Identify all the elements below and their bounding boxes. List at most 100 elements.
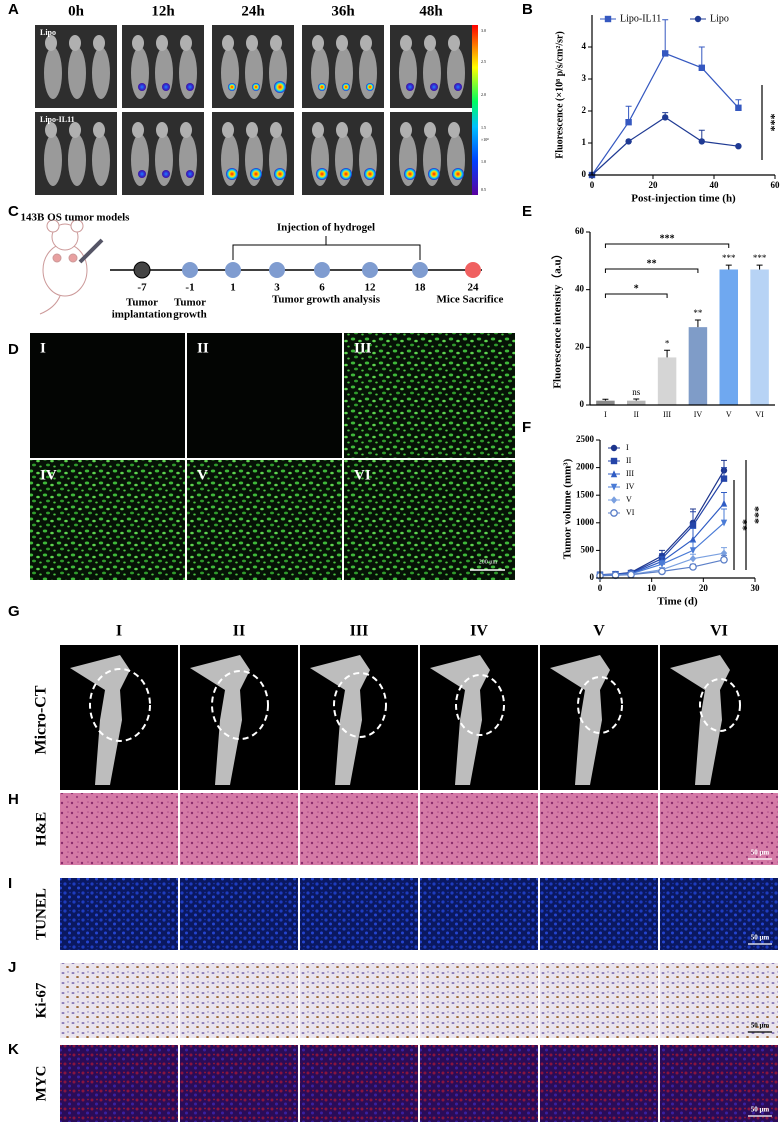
signal <box>342 83 350 91</box>
group-label: II <box>197 340 209 356</box>
colorbar-tick: 2.0 <box>481 92 486 97</box>
x-tick-label: II <box>634 410 640 419</box>
mouse <box>155 134 173 186</box>
marker <box>610 496 618 504</box>
day-label: 6 <box>319 282 325 294</box>
stain-image <box>540 878 658 950</box>
mouse <box>131 47 149 99</box>
timepoint-dot <box>225 262 241 278</box>
y-axis-label: Fluorescence intensity（a.u） <box>551 248 564 388</box>
panel-label: I <box>8 875 12 892</box>
mouse-head <box>180 122 192 138</box>
stain-image <box>300 1045 418 1122</box>
tumor-outline <box>89 668 151 742</box>
signal <box>318 83 326 91</box>
significance-label: *** <box>764 114 778 132</box>
group-label: VI <box>354 467 371 483</box>
mouse <box>155 47 173 99</box>
mouse-head <box>360 35 372 51</box>
mouse <box>245 47 263 99</box>
panel-label: C <box>8 203 19 220</box>
significance-label: *** <box>748 506 762 524</box>
event-label: Tumor <box>174 297 206 309</box>
row-label: Lipo <box>40 28 56 37</box>
mouse-head <box>69 122 81 138</box>
mouse-illustration <box>39 219 104 315</box>
marker <box>720 475 728 482</box>
stain-image <box>180 878 298 950</box>
scale-bar-label: 50 μm <box>751 1022 770 1030</box>
x-tick-label: 10 <box>647 583 657 593</box>
y-tick-label: 0 <box>580 399 585 409</box>
mouse-head <box>156 35 168 51</box>
error-bar <box>602 398 609 401</box>
group-label: IV <box>40 467 57 483</box>
marker <box>720 519 728 527</box>
marker <box>662 114 669 121</box>
stain-image <box>540 1045 658 1122</box>
stain-image <box>300 963 418 1038</box>
timepoint: 12h <box>151 3 175 19</box>
tumor-outline <box>211 670 269 740</box>
panel-label: H <box>8 791 19 808</box>
bar <box>750 269 769 405</box>
mouse-head <box>336 122 348 138</box>
x-tick-label: 20 <box>699 583 709 593</box>
group-label: III <box>354 340 372 356</box>
stain-image <box>420 963 538 1038</box>
comparison-label: ** <box>647 258 657 269</box>
bone <box>70 655 130 785</box>
legend-label: Lipo <box>710 13 729 24</box>
stain-image <box>660 793 778 865</box>
marker <box>698 138 705 145</box>
mouse <box>359 47 377 99</box>
comparison-bracket <box>604 293 668 298</box>
error-bar <box>725 264 732 270</box>
comparison-bracket <box>604 268 699 273</box>
group-label: IV <box>470 623 488 640</box>
comparison-bracket <box>604 243 730 248</box>
mouse-head <box>132 122 144 138</box>
mouse <box>92 134 110 186</box>
marker <box>610 509 618 517</box>
panel-label: D <box>8 341 19 358</box>
y-tick-label: 2 <box>582 105 587 115</box>
mouse-head <box>45 122 57 138</box>
signal <box>454 83 462 91</box>
row-label: H&E <box>33 812 49 846</box>
stain-image <box>180 1045 298 1122</box>
mouse <box>447 47 465 99</box>
fluorescence-image <box>344 333 515 458</box>
mouse <box>131 134 149 186</box>
colorbar-tick: 1.5 <box>481 125 486 130</box>
mouse-head <box>270 35 282 51</box>
bar-annotation: * <box>665 338 670 348</box>
stain-image <box>660 963 778 1038</box>
signal <box>252 83 260 91</box>
x-tick-label: V <box>726 410 732 419</box>
marker <box>658 561 666 568</box>
mouse <box>92 47 110 99</box>
day-label: 24 <box>468 282 480 294</box>
signal <box>226 168 238 180</box>
error-bar <box>756 264 763 270</box>
stain-image <box>60 793 178 865</box>
signal <box>452 168 464 180</box>
mouse-head <box>246 35 258 51</box>
timepoint: 0h <box>68 3 85 19</box>
mouse-head <box>424 35 436 51</box>
group-label: VI <box>710 623 728 640</box>
mouse <box>44 134 62 186</box>
y-tick-label: 1 <box>582 137 587 147</box>
signal <box>138 83 146 91</box>
group-label: III <box>350 623 369 640</box>
x-tick-label: 0 <box>598 583 603 593</box>
mouse-head <box>400 35 412 51</box>
bone <box>310 655 370 785</box>
fluorescence-image <box>30 460 185 580</box>
mouse-head <box>270 122 282 138</box>
x-tick-label: 60 <box>771 180 780 190</box>
stain-image <box>420 793 538 865</box>
colorbar-tick: 0.5 <box>481 187 486 192</box>
marker <box>689 563 697 571</box>
